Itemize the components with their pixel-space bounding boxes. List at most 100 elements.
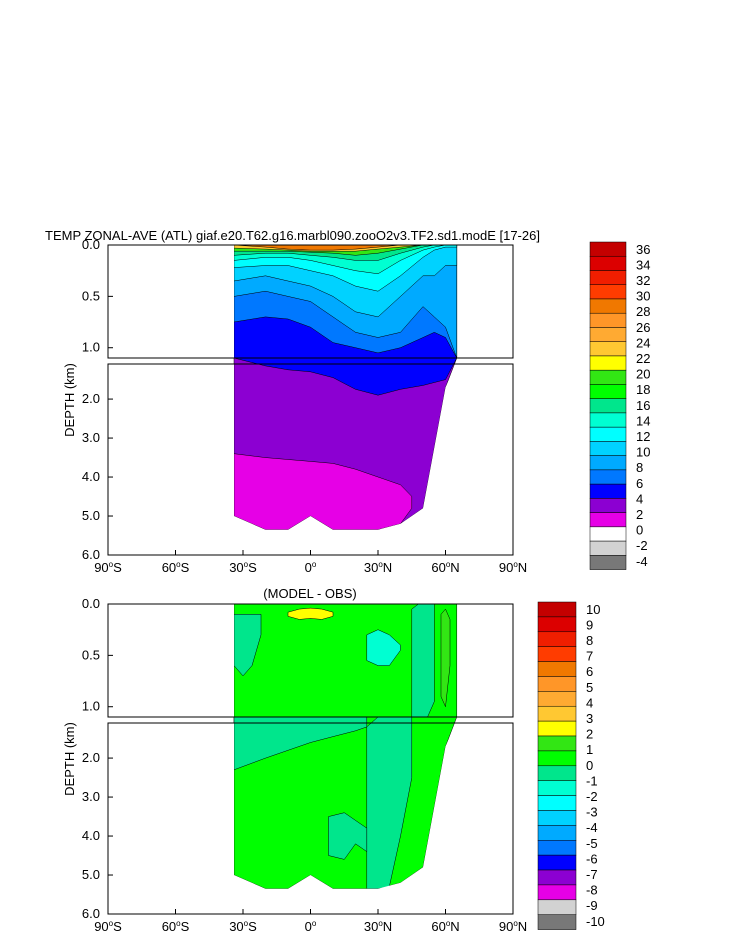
y-tick-label: 6.0	[82, 547, 100, 562]
land-mask	[108, 723, 234, 914]
colorbar-label: 2	[636, 507, 643, 522]
colorbar-label: -5	[586, 836, 598, 851]
colorbar-label: 18	[636, 382, 650, 397]
diff-band-upper-4	[287, 607, 334, 620]
y-tick-label: 0.0	[82, 596, 100, 611]
colorbar-swatch	[537, 646, 577, 662]
colorbar-label: -6	[586, 851, 598, 866]
x-tick-label: 90oS	[94, 919, 122, 934]
y-tick-label: 3.0	[82, 430, 100, 445]
land-mask	[108, 604, 234, 717]
colorbar-label: -1	[586, 773, 598, 788]
diff-band-lower-3	[328, 812, 368, 860]
colorbar-label: -8	[586, 883, 598, 898]
diff-band-upper-5	[440, 608, 451, 708]
colorbar-label: 20	[636, 367, 650, 382]
y-tick-label: 0.5	[82, 288, 100, 303]
colorbar-swatch	[589, 555, 627, 570]
seafloor-mask	[234, 717, 459, 914]
colorbar-swatch	[589, 384, 627, 399]
x-tick-label: 0o	[305, 560, 317, 575]
x-tick-label: 30oS	[229, 919, 257, 934]
y-tick-label: 1.0	[82, 340, 100, 355]
land-mask	[459, 723, 513, 914]
land-mask	[459, 364, 513, 555]
colorbar-label: 7	[586, 649, 593, 664]
land-mask	[459, 604, 513, 717]
colorbar-label: -2	[636, 538, 648, 553]
colorbar-swatch	[537, 705, 577, 722]
colorbar-swatch	[589, 369, 627, 385]
colorbar-swatch	[589, 398, 627, 414]
colorbar-swatch	[589, 512, 627, 528]
colorbar-label: 1	[586, 742, 593, 757]
colorbar-swatch	[589, 483, 627, 499]
seafloor-mask	[234, 358, 459, 555]
colorbar-label: -4	[586, 820, 598, 835]
colorbar-label: 8	[636, 460, 643, 475]
y-tick-label: 4.0	[82, 469, 100, 484]
y-axis-label: DEPTH (km)	[62, 363, 77, 437]
y-tick-label: 6.0	[82, 906, 100, 921]
colorbar-swatch	[537, 601, 577, 618]
colorbar-label: 8	[586, 633, 593, 648]
colorbar-label: 0	[636, 523, 643, 538]
colorbar-swatch	[589, 298, 627, 314]
colorbar-label: 34	[636, 257, 650, 272]
y-tick-label: 2.0	[82, 750, 100, 765]
plot-frame-upper	[107, 244, 514, 359]
colorbar-label: 22	[636, 351, 650, 366]
x-tick-label: 60oS	[162, 560, 190, 575]
colorbar-swatch	[537, 780, 577, 796]
colorbar-label: 9	[586, 617, 593, 632]
y-tick-label: 4.0	[82, 828, 100, 843]
colorbar-swatch	[537, 616, 577, 633]
colorbar-label: 0	[586, 758, 593, 773]
colorbar-label: 2	[586, 727, 593, 742]
colorbar-swatch	[537, 795, 577, 811]
land-mask	[108, 364, 234, 555]
y-tick-label: 2.0	[82, 391, 100, 406]
colorbar-label: 5	[586, 680, 593, 695]
diff-band-upper-3	[411, 603, 435, 718]
colorbar-label: -3	[586, 805, 598, 820]
y-tick-label: 5.0	[82, 508, 100, 523]
colorbar-swatch	[537, 884, 577, 901]
colorbar-swatch	[537, 750, 577, 767]
colorbar-label: -9	[586, 898, 598, 913]
y-tick-label: 3.0	[82, 789, 100, 804]
colorbar-label: 4	[636, 491, 643, 506]
colorbar-label: 10	[586, 602, 600, 617]
colorbar-label: 16	[636, 398, 650, 413]
x-tick-label: 0o	[305, 919, 317, 934]
colorbar-swatch	[537, 735, 577, 752]
colorbar-swatch	[537, 676, 577, 692]
colorbar-swatch	[537, 631, 577, 647]
x-tick-label: 60oN	[431, 919, 459, 934]
colorbar-swatch	[537, 840, 577, 856]
x-tick-label: 30oN	[364, 919, 392, 934]
colorbar-label: 36	[636, 242, 650, 257]
colorbar-swatch	[589, 455, 627, 471]
colorbar-swatch	[537, 914, 577, 930]
colorbar-label: 12	[636, 429, 650, 444]
colorbar-swatch	[537, 691, 577, 707]
colorbar-swatch	[537, 661, 577, 677]
colorbar-swatch	[537, 869, 577, 886]
colorbar-swatch	[537, 899, 577, 915]
y-axis-label: DEPTH (km)	[62, 722, 77, 796]
panel-2: (MODEL - OBS) DEPTH (km) 0.0 0.5 1.0 2.0 3.0 4.…	[62, 586, 605, 934]
colorbar-label: -10	[586, 914, 605, 929]
x-tick-label: 60oN	[431, 560, 459, 575]
colorbar-swatch	[537, 854, 577, 871]
colorbar-label: 32	[636, 273, 650, 288]
colorbar-swatch	[537, 720, 577, 737]
colorbar-swatch	[589, 469, 627, 485]
colorbar-label: 10	[636, 445, 650, 460]
colorbar-swatch	[589, 341, 627, 357]
x-tick-label: 90oN	[499, 919, 527, 934]
colorbar-swatch	[537, 765, 577, 781]
